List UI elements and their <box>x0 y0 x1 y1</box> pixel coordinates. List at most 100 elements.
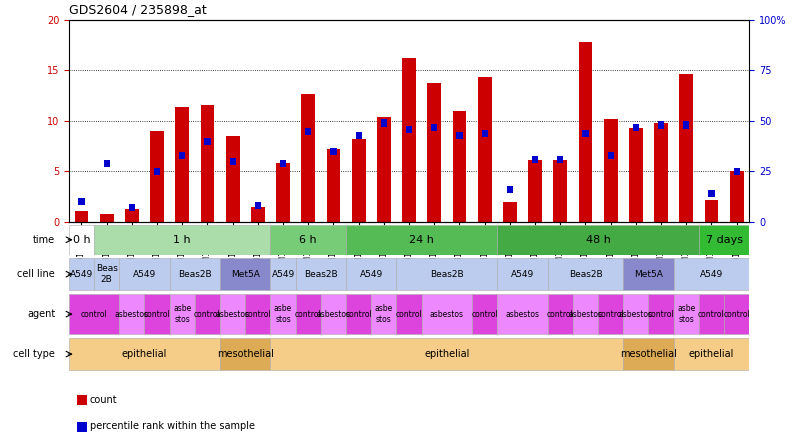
Bar <box>497 258 548 290</box>
Bar <box>150 131 164 222</box>
Text: percentile rank within the sample: percentile rank within the sample <box>90 421 255 431</box>
Bar <box>204 138 211 145</box>
Bar <box>129 204 135 211</box>
Bar <box>75 211 88 222</box>
Bar <box>377 117 390 222</box>
Bar <box>658 122 664 129</box>
Bar <box>708 190 714 197</box>
Bar <box>532 156 538 163</box>
Bar <box>680 74 693 222</box>
Text: Beas
2B: Beas 2B <box>96 265 117 284</box>
Bar <box>623 294 649 334</box>
Text: Beas2B: Beas2B <box>178 270 211 279</box>
Bar <box>175 107 190 222</box>
Text: epithelial: epithelial <box>122 349 167 359</box>
Bar <box>472 294 497 334</box>
Bar <box>195 294 220 334</box>
Bar <box>481 130 488 137</box>
Bar <box>104 160 110 167</box>
Bar <box>169 294 195 334</box>
Bar <box>169 258 220 290</box>
Bar <box>271 225 346 255</box>
Text: asbestos: asbestos <box>505 309 539 319</box>
Bar <box>254 202 261 210</box>
Text: time: time <box>33 235 55 245</box>
Bar <box>453 111 467 222</box>
Bar <box>346 258 396 290</box>
Bar <box>220 294 245 334</box>
Bar <box>352 139 365 222</box>
Bar <box>144 294 169 334</box>
Text: control: control <box>345 309 372 319</box>
Bar <box>402 58 416 222</box>
Text: asbe
stos: asbe stos <box>677 305 695 324</box>
Text: control: control <box>648 309 675 319</box>
Bar <box>674 258 749 290</box>
Bar <box>478 76 492 222</box>
Bar <box>734 168 740 175</box>
Text: control: control <box>143 309 170 319</box>
Bar <box>557 156 564 163</box>
Bar <box>119 294 144 334</box>
Bar <box>94 225 271 255</box>
Text: 24 h: 24 h <box>409 235 434 245</box>
Bar <box>226 136 240 222</box>
Bar <box>649 294 674 334</box>
Bar <box>623 258 674 290</box>
Text: GDS2604 / 235898_at: GDS2604 / 235898_at <box>69 3 207 16</box>
Bar <box>503 202 517 222</box>
Text: A549: A549 <box>511 270 534 279</box>
Text: cell type: cell type <box>14 349 55 359</box>
Bar <box>699 225 749 255</box>
Bar <box>528 160 542 222</box>
Text: Met5A: Met5A <box>634 270 663 279</box>
Bar <box>578 42 592 222</box>
Bar <box>69 225 94 255</box>
Text: Beas2B: Beas2B <box>569 270 603 279</box>
Bar <box>296 294 321 334</box>
Bar <box>296 258 346 290</box>
Text: asbe
stos: asbe stos <box>375 305 393 324</box>
Text: control: control <box>547 309 573 319</box>
Bar <box>674 338 749 370</box>
Bar <box>220 338 271 370</box>
Bar <box>271 338 623 370</box>
Bar <box>730 171 744 222</box>
Text: 6 h: 6 h <box>300 235 317 245</box>
Text: agent: agent <box>27 309 55 319</box>
Text: asbestos: asbestos <box>569 309 603 319</box>
Bar <box>456 131 463 139</box>
Bar <box>497 225 699 255</box>
Bar <box>608 152 614 159</box>
Text: cell line: cell line <box>18 269 55 279</box>
Bar <box>428 83 441 222</box>
Text: A549: A549 <box>271 270 295 279</box>
Bar <box>381 119 387 127</box>
Bar <box>396 294 422 334</box>
Bar <box>724 294 749 334</box>
Bar <box>346 294 371 334</box>
Text: asbestos: asbestos <box>215 309 249 319</box>
Bar <box>553 160 567 222</box>
Bar <box>321 294 346 334</box>
Bar <box>79 198 84 205</box>
Bar <box>330 148 337 155</box>
Bar <box>654 123 668 222</box>
Text: Beas2B: Beas2B <box>430 270 463 279</box>
Text: Beas2B: Beas2B <box>304 270 338 279</box>
Text: control: control <box>597 309 624 319</box>
Text: control: control <box>81 309 108 319</box>
Text: A549: A549 <box>700 270 723 279</box>
Bar <box>548 258 623 290</box>
Text: control: control <box>698 309 725 319</box>
Text: asbe
stos: asbe stos <box>173 305 191 324</box>
Text: A549: A549 <box>133 270 156 279</box>
Text: epithelial: epithelial <box>688 349 734 359</box>
Bar <box>125 209 139 222</box>
Bar <box>396 258 497 290</box>
Bar <box>623 338 674 370</box>
Text: asbestos: asbestos <box>317 309 351 319</box>
Bar <box>582 130 589 137</box>
Text: control: control <box>245 309 271 319</box>
Bar <box>271 294 296 334</box>
